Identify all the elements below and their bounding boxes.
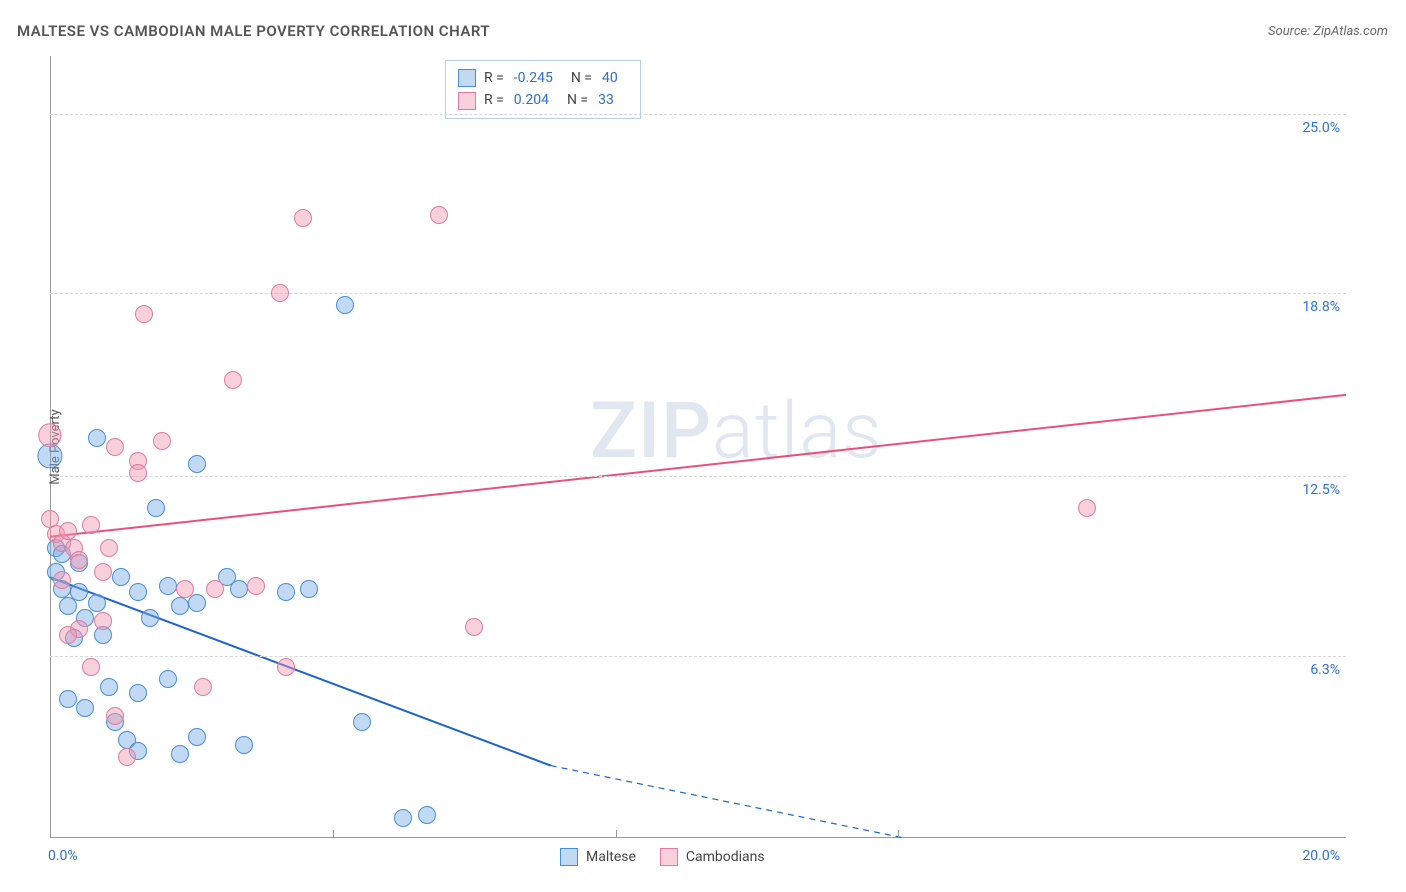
data-point-maltese bbox=[100, 678, 118, 696]
data-point-cambodians bbox=[94, 612, 112, 630]
data-point-cambodians bbox=[82, 516, 100, 534]
data-point-cambodians bbox=[1078, 499, 1096, 517]
header: MALTESE VS CAMBODIAN MALE POVERTY CORREL… bbox=[17, 19, 1388, 43]
data-point-maltese bbox=[277, 583, 295, 601]
data-point-cambodians bbox=[194, 678, 212, 696]
chart-container: MALTESE VS CAMBODIAN MALE POVERTY CORREL… bbox=[0, 0, 1406, 892]
data-point-maltese bbox=[88, 594, 106, 612]
legend-series: Maltese Cambodians bbox=[560, 848, 765, 866]
data-point-cambodians bbox=[176, 580, 194, 598]
source-label: Source: ZipAtlas.com bbox=[1268, 24, 1388, 39]
gridline bbox=[50, 476, 1346, 477]
legend-series-label: Cambodians bbox=[686, 849, 765, 865]
legend-stats: R =-0.245N =40R =0.204N =33 bbox=[445, 60, 641, 119]
data-point-cambodians bbox=[135, 305, 153, 323]
data-point-cambodians bbox=[271, 284, 289, 302]
data-point-maltese bbox=[159, 670, 177, 688]
data-point-maltese bbox=[59, 597, 77, 615]
data-point-cambodians bbox=[53, 571, 71, 589]
data-point-cambodians bbox=[277, 658, 295, 676]
data-point-maltese bbox=[76, 699, 94, 717]
legend-swatch bbox=[660, 848, 678, 866]
data-point-cambodians bbox=[206, 580, 224, 598]
data-point-cambodians bbox=[129, 464, 147, 482]
data-point-cambodians bbox=[106, 707, 124, 725]
data-point-maltese bbox=[394, 809, 412, 827]
chart-area: Male Poverty ZIPatlas R =-0.245N =40R =0… bbox=[50, 56, 1346, 838]
data-point-cambodians bbox=[59, 522, 77, 540]
y-tick-label: 18.8% bbox=[1302, 299, 1340, 315]
data-point-maltese bbox=[112, 568, 130, 586]
data-point-maltese bbox=[147, 499, 165, 517]
data-point-maltese bbox=[230, 580, 248, 598]
data-point-cambodians bbox=[247, 577, 265, 595]
legend-stats-row: R = -0.245 N = 40 bbox=[458, 67, 628, 89]
data-point-cambodians bbox=[82, 658, 100, 676]
x-tick-label: 0.0% bbox=[48, 848, 78, 864]
data-point-maltese bbox=[129, 684, 147, 702]
data-point-maltese bbox=[129, 583, 147, 601]
data-point-maltese bbox=[188, 594, 206, 612]
data-point-maltese bbox=[188, 728, 206, 746]
watermark: ZIPatlas bbox=[590, 386, 883, 477]
y-tick-label: 6.3% bbox=[1310, 662, 1340, 678]
data-point-maltese bbox=[188, 455, 206, 473]
data-point-cambodians bbox=[59, 626, 77, 644]
x-tick bbox=[333, 830, 334, 838]
data-point-maltese bbox=[353, 713, 371, 731]
legend-n-value: 33 bbox=[596, 89, 624, 111]
legend-series-label: Maltese bbox=[586, 849, 636, 865]
data-point-maltese bbox=[59, 690, 77, 708]
legend-r-label: R = bbox=[484, 67, 504, 89]
gridline bbox=[50, 293, 1346, 294]
data-point-cambodians bbox=[224, 371, 242, 389]
data-point-maltese bbox=[235, 736, 253, 754]
x-axis bbox=[50, 837, 1346, 838]
data-point-cambodians bbox=[106, 438, 124, 456]
watermark-atlas: atlas bbox=[712, 386, 883, 477]
x-tick-label: 20.0% bbox=[1302, 848, 1340, 864]
data-point-cambodians bbox=[153, 432, 171, 450]
data-point-maltese bbox=[171, 597, 189, 615]
data-point-cambodians bbox=[70, 551, 88, 569]
watermark-zip: ZIP bbox=[590, 386, 712, 477]
data-point-maltese bbox=[141, 609, 159, 627]
data-point-maltese bbox=[88, 429, 106, 447]
legend-r-label: R = bbox=[484, 89, 504, 111]
y-tick-label: 25.0% bbox=[1302, 120, 1340, 136]
data-point-cambodians bbox=[294, 209, 312, 227]
legend-swatch bbox=[458, 92, 476, 110]
legend-swatch bbox=[560, 848, 578, 866]
data-point-maltese bbox=[300, 580, 318, 598]
chart-title: MALTESE VS CAMBODIAN MALE POVERTY CORREL… bbox=[17, 22, 490, 40]
legend-r-value: -0.245 bbox=[512, 67, 563, 89]
x-tick bbox=[616, 830, 617, 838]
legend-series-item: Cambodians bbox=[660, 848, 765, 866]
legend-stats-row: R = 0.204 N = 33 bbox=[458, 89, 628, 111]
data-point-maltese bbox=[171, 745, 189, 763]
gridline bbox=[50, 114, 1346, 115]
legend-n-value: 40 bbox=[600, 67, 628, 89]
legend-series-item: Maltese bbox=[560, 848, 636, 866]
data-point-cambodians bbox=[430, 206, 448, 224]
data-point-maltese bbox=[70, 583, 88, 601]
data-point-maltese bbox=[159, 577, 177, 595]
data-point-cambodians bbox=[118, 748, 136, 766]
data-point-maltese bbox=[336, 296, 354, 314]
y-tick-label: 12.5% bbox=[1302, 482, 1340, 498]
legend-r-value: 0.204 bbox=[512, 89, 559, 111]
data-point-maltese bbox=[418, 806, 436, 824]
legend-swatch bbox=[458, 69, 476, 87]
data-point-cambodians bbox=[94, 563, 112, 581]
legend-n-label: N = bbox=[571, 67, 592, 89]
gridline bbox=[50, 656, 1346, 657]
data-point-cambodians bbox=[465, 618, 483, 636]
trend-lines bbox=[50, 56, 1346, 838]
legend-n-label: N = bbox=[567, 89, 588, 111]
data-point-cambodians bbox=[100, 539, 118, 557]
x-tick bbox=[898, 830, 899, 838]
